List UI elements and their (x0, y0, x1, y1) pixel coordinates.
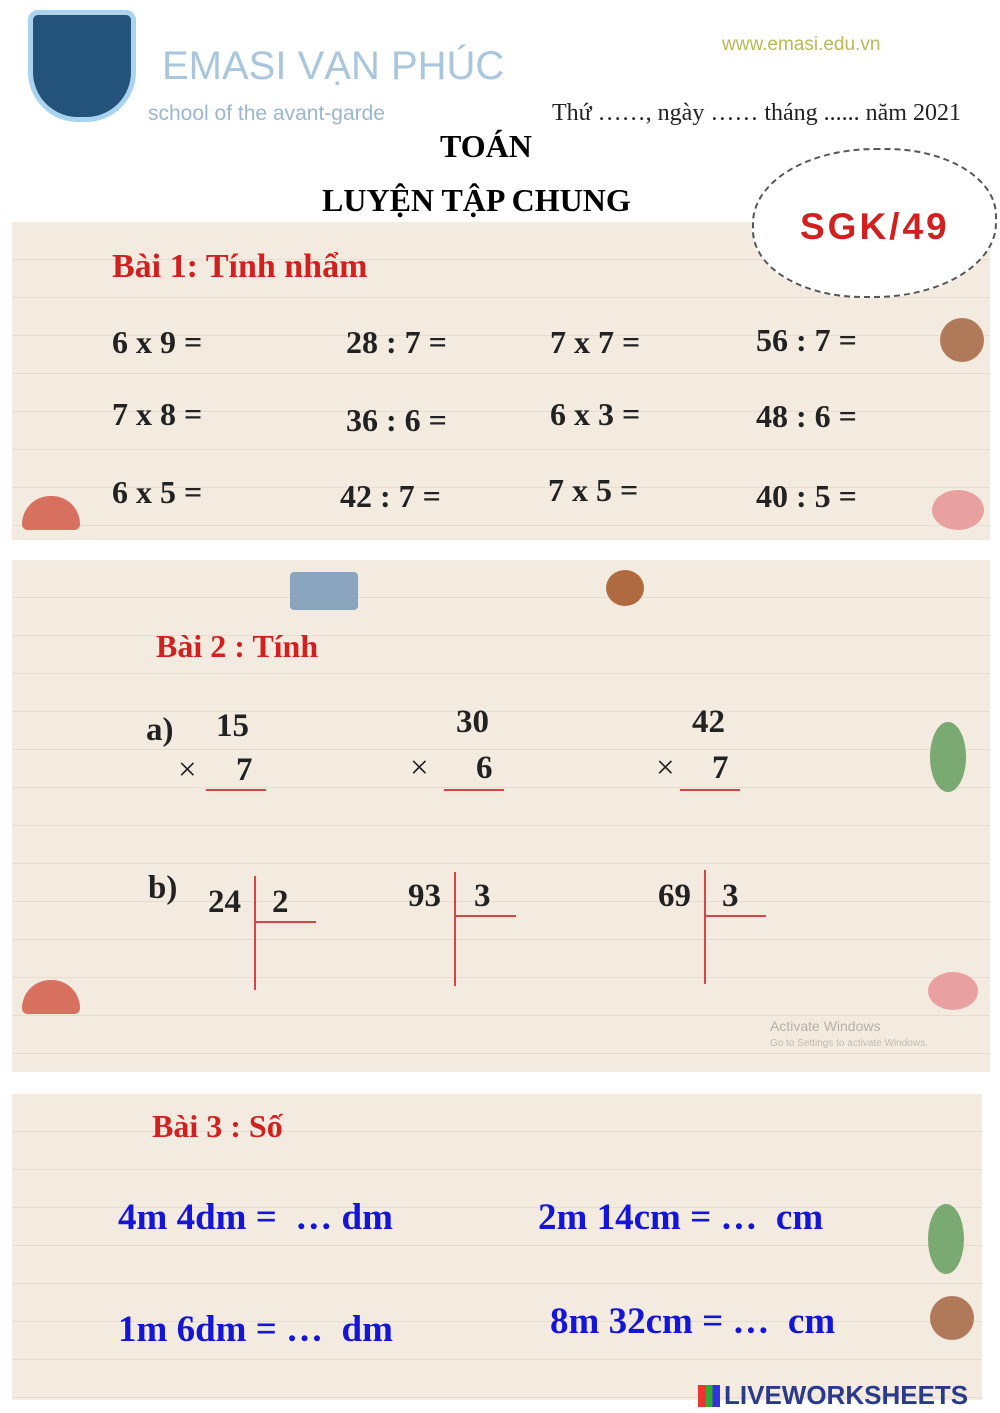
dividend: 93 (408, 878, 441, 914)
multiplicand: 42 (692, 704, 725, 740)
conversion-item: 4m 4dm = … dm (118, 1197, 393, 1238)
equation: 7 x 5 = (548, 472, 639, 508)
division-bar (254, 876, 256, 990)
division-bar (704, 915, 766, 917)
footer-brand: LIVEWORKSHEETS (724, 1380, 969, 1410)
acorn-icon (940, 318, 984, 362)
conversion-item: 8m 32cm = … cm (550, 1301, 836, 1342)
lesson-title: LUYỆN TẬP CHUNG (322, 182, 631, 218)
exercise-3-title: Bài 3 : Số (152, 1108, 283, 1144)
dividend: 24 (208, 884, 241, 920)
answer-line (444, 789, 504, 791)
sgk-badge (752, 148, 997, 298)
liveworksheets-icon (698, 1384, 720, 1407)
division-bar (454, 872, 456, 986)
divisor: 2 (272, 884, 289, 920)
multiplicand: 15 (216, 708, 249, 744)
equation: 48 : 6 = (756, 398, 857, 434)
date-line: Thứ ……, ngày …… tháng ...... năm 2021 (552, 100, 961, 126)
times-sign: × (178, 752, 197, 788)
envelope-icon (290, 572, 358, 610)
division-bar (704, 870, 706, 984)
part-a-label: a) (146, 712, 174, 748)
conversion-item: 1m 6dm = … dm (118, 1309, 393, 1350)
multiplicand: 30 (456, 704, 489, 740)
division-bar (254, 921, 316, 923)
equation: 40 : 5 = (756, 478, 857, 514)
multiplier: 6 (476, 750, 493, 786)
equation: 7 x 7 = (550, 324, 641, 360)
school-slogan: school of the avant-garde (148, 102, 385, 125)
division-bar (454, 915, 516, 917)
exercise-2-title: Bài 2 : Tính (156, 628, 319, 664)
answer-line (680, 789, 740, 791)
multiplier: 7 (712, 750, 729, 786)
answer-line (206, 789, 266, 791)
liveworksheets-logo: LIVEWORKSHEETS (698, 1380, 968, 1411)
dividend: 69 (658, 878, 691, 914)
times-sign: × (410, 750, 429, 786)
equation: 42 : 7 = (340, 478, 441, 514)
leaf-icon (930, 722, 966, 792)
school-logo-crest (28, 10, 136, 122)
leaf-icon (928, 1204, 964, 1274)
divisor: 3 (474, 878, 491, 914)
watermark-subtitle: Go to Settings to activate Windows. (770, 1038, 928, 1049)
acorn-icon (930, 1296, 974, 1340)
watermark-title: Activate Windows (770, 1018, 881, 1034)
website: www.emasi.edu.vn (722, 34, 881, 55)
divisor: 3 (722, 878, 739, 914)
equation: 7 x 8 = (112, 396, 203, 432)
exercise-2-panel (12, 560, 990, 1072)
exercise-3-panel (12, 1094, 982, 1400)
equation: 56 : 7 = (756, 322, 857, 358)
heart-icon (932, 490, 984, 530)
school-name: EMASI VẠN PHÚC (162, 44, 505, 88)
equation: 6 x 3 = (550, 396, 641, 432)
part-b-label: b) (148, 870, 178, 906)
acorn-icon (606, 570, 644, 606)
exercise-1-title: Bài 1: Tính nhẩm (112, 248, 368, 285)
heart-icon (928, 972, 978, 1010)
subject-title: TOÁN (440, 128, 532, 164)
equation: 6 x 9 = (112, 324, 203, 360)
equation: 28 : 7 = (346, 324, 447, 360)
equation: 36 : 6 = (346, 402, 447, 438)
times-sign: × (656, 750, 675, 786)
equation: 6 x 5 = (112, 474, 203, 510)
sgk-badge-text: SGK/49 (800, 206, 950, 247)
conversion-item: 2m 14cm = … cm (538, 1197, 824, 1238)
multiplier: 7 (236, 752, 253, 788)
